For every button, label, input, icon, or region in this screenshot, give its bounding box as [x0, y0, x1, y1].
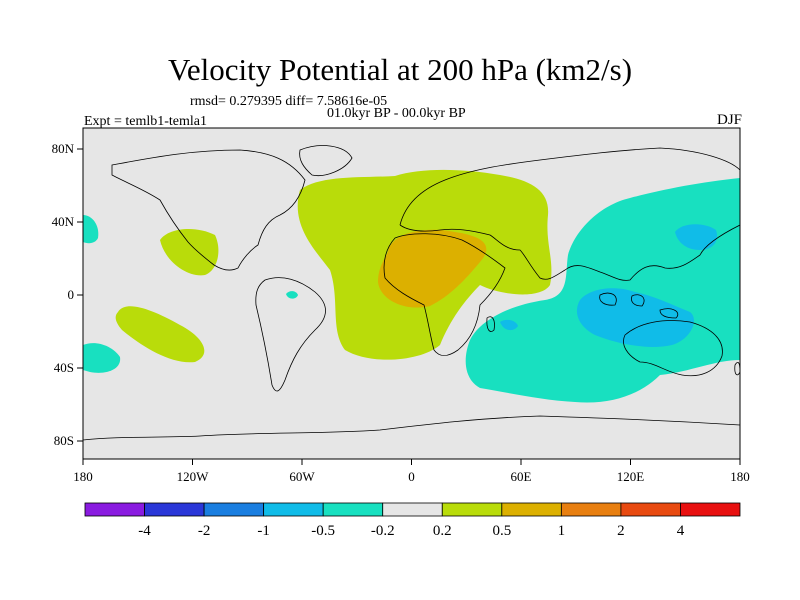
- lon-axis: 180 120W 60W 0 60E 120E 180: [73, 459, 750, 484]
- colorbar-label: 4: [677, 523, 685, 539]
- colorbar-label: -2: [198, 523, 211, 539]
- season-label: DJF: [716, 112, 742, 128]
- colorbar-label: -4: [138, 523, 151, 539]
- coastlines: [83, 145, 740, 441]
- colorbar-label: -0.5: [311, 523, 335, 539]
- negative-region-east-pacific: [83, 343, 121, 373]
- lon-label-120w: 120W: [177, 469, 210, 484]
- negative-region-south-america: [286, 291, 298, 299]
- min-region-pacific: [675, 224, 718, 250]
- contour-fields: [83, 145, 740, 441]
- lon-label-180e: 180: [730, 469, 750, 484]
- colorbar-swatch: [203, 502, 265, 517]
- negative-region-dateline: [83, 215, 99, 244]
- min-region-maritime: [576, 288, 694, 347]
- plot-title: Velocity Potential at 200 hPa (km2/s): [167, 52, 633, 87]
- lat-label-40n: 40N: [52, 214, 75, 229]
- colorbar-swatch: [322, 502, 384, 517]
- colorbar-swatch: [84, 502, 145, 517]
- period-label: 01.0kyr BP - 00.0kyr BP: [327, 106, 466, 121]
- colorbar-label: 2: [617, 523, 625, 539]
- colorbar-swatch: [144, 502, 205, 517]
- colorbar-swatch: [501, 502, 562, 517]
- min-region-indian: [500, 319, 518, 331]
- colorbar-swatch: [441, 502, 503, 517]
- colorbar-swatch: [382, 502, 443, 517]
- colorbar-label: -1: [257, 523, 270, 539]
- experiment-label: Expt = temlb1-temla1: [84, 114, 207, 129]
- lat-label-80n: 80N: [52, 141, 75, 156]
- lon-label-120e: 120E: [617, 469, 645, 484]
- lat-label-40s: 40S: [54, 360, 74, 375]
- max-region-africa: [378, 229, 487, 308]
- lon-label-0: 0: [408, 469, 415, 484]
- colorbar-swatch: [620, 502, 681, 517]
- colorbar-label: -0.2: [371, 523, 395, 539]
- lat-label-80s: 80S: [54, 433, 74, 448]
- lon-label-60w: 60W: [289, 469, 315, 484]
- positive-region-north-america: [160, 228, 219, 276]
- colorbar-label: 0.5: [492, 523, 511, 539]
- lon-label-180w: 180: [73, 469, 93, 484]
- lon-label-60e: 60E: [511, 469, 532, 484]
- lat-axis: 80N 40N 0 40S 80S: [52, 141, 83, 448]
- colorbar-label: 1: [558, 523, 566, 539]
- colorbar-swatch: [560, 502, 622, 517]
- colorbar-swatch: [680, 502, 741, 517]
- positive-region-south-pacific: [115, 306, 205, 363]
- lat-label-0: 0: [68, 287, 75, 302]
- colorbar-label: 0.2: [433, 523, 452, 539]
- stats-label: rmsd= 0.279395 diff= 7.58616e-05: [190, 94, 388, 109]
- colorbar-swatch: [263, 502, 324, 517]
- colorbar: -4 -2 -1 -0.5 -0.2 0.2 0.5 1 2 4: [84, 502, 741, 539]
